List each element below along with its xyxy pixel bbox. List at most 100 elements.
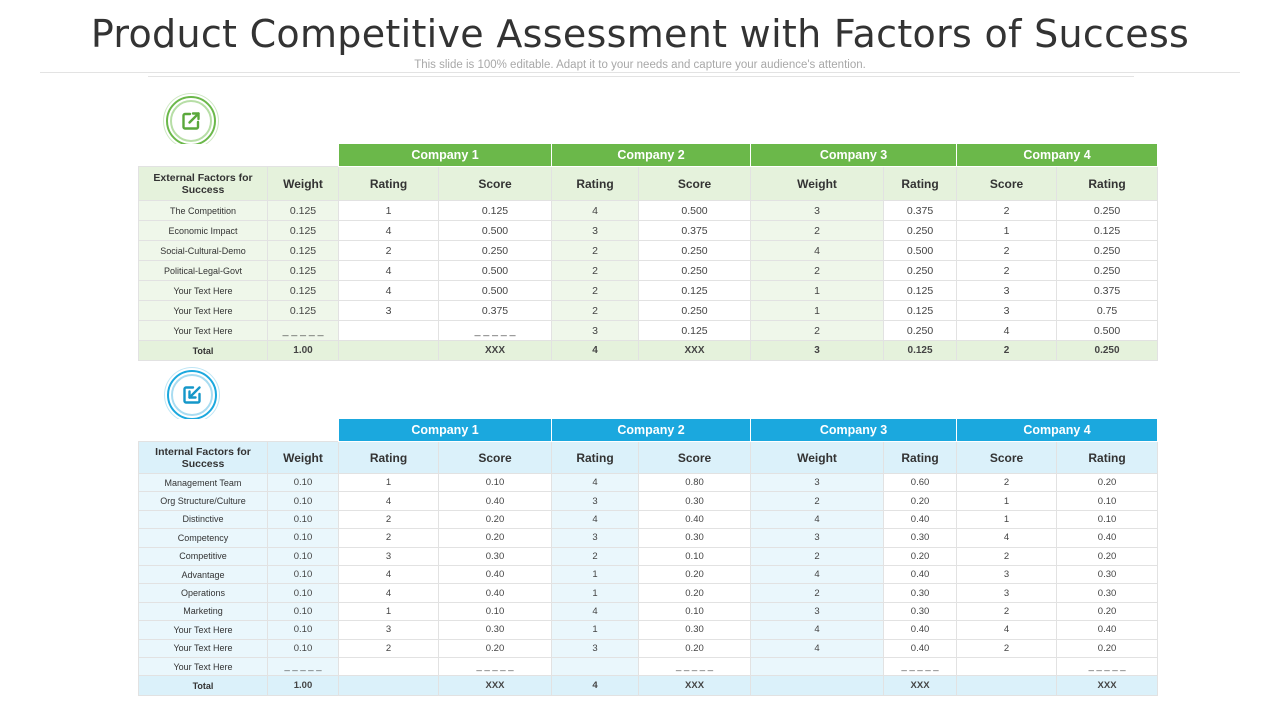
table-cell: 0.40 bbox=[883, 564, 958, 585]
row-label: Competency bbox=[138, 528, 268, 548]
table-cell: 0.20 bbox=[638, 564, 752, 585]
column-header: Rating bbox=[551, 166, 640, 201]
table-cell: 0.30 bbox=[1056, 564, 1159, 585]
table-cell: 1 bbox=[551, 564, 640, 585]
column-header: Weight bbox=[267, 441, 339, 474]
table-cell: 0.20 bbox=[1056, 601, 1159, 622]
table-cell: 4 bbox=[956, 320, 1058, 341]
table-cell: 1 bbox=[551, 620, 640, 640]
table-cell: 2 bbox=[750, 491, 885, 511]
total-cell bbox=[956, 675, 1058, 697]
table-cell: 0.30 bbox=[437, 620, 553, 640]
external-factors-badge bbox=[166, 96, 216, 146]
table-cell: 1 bbox=[956, 220, 1058, 241]
table-cell: 2 bbox=[551, 280, 640, 301]
table-cell: 2 bbox=[750, 220, 885, 241]
company-3-header: Company 3 bbox=[750, 418, 958, 442]
header-blank bbox=[138, 418, 339, 442]
table-cell: _ _ _ _ _ bbox=[638, 656, 752, 677]
company-header-row: Company 1 Company 2 Company 3 Company 4 bbox=[138, 418, 1159, 442]
column-header: Score bbox=[638, 441, 752, 474]
table-cell: 0.250 bbox=[638, 260, 752, 281]
row-label: Your Text Here bbox=[138, 300, 268, 321]
table-cell: 0.125 bbox=[267, 300, 339, 321]
table-cell: 2 bbox=[338, 240, 439, 261]
column-header: Rating bbox=[338, 441, 439, 474]
table-cell: 4 bbox=[338, 260, 439, 281]
table-cell: 0.75 bbox=[1056, 300, 1159, 321]
table-cell: 3 bbox=[551, 528, 640, 548]
table-row: Competency 0.10 2 0.20 3 0.30 3 0.30 4 0.40 bbox=[138, 528, 1159, 548]
row-label: Your Text Here bbox=[138, 620, 268, 640]
table-cell: 2 bbox=[956, 546, 1058, 566]
table-cell: 0.500 bbox=[437, 260, 553, 281]
table-cell: 0.10 bbox=[267, 583, 339, 603]
total-cell: 1.00 bbox=[267, 340, 339, 361]
subtitle-divider bbox=[148, 76, 1134, 77]
row-label: Economic Impact bbox=[138, 220, 268, 241]
total-cell bbox=[750, 675, 885, 697]
table-cell: 0.60 bbox=[883, 472, 958, 493]
table-cell: 0.80 bbox=[638, 472, 752, 493]
company-4-header: Company 4 bbox=[956, 418, 1159, 442]
table-cell: 0.30 bbox=[883, 601, 958, 622]
column-header: Score bbox=[638, 166, 752, 201]
column-header: Rating bbox=[338, 166, 439, 201]
total-cell bbox=[338, 340, 439, 361]
table-cell: 0.125 bbox=[437, 200, 553, 221]
table-cell: 0.250 bbox=[883, 220, 958, 241]
total-cell: 0.125 bbox=[883, 340, 958, 361]
table-row: Distinctive 0.10 2 0.20 4 0.40 4 0.40 1 0.10 bbox=[138, 509, 1159, 530]
table-cell: 0.500 bbox=[883, 240, 958, 261]
total-cell bbox=[338, 675, 439, 697]
table-cell: 0.250 bbox=[1056, 200, 1159, 221]
total-cell: 4 bbox=[551, 340, 640, 361]
column-header: Score bbox=[437, 441, 553, 474]
company-header-row: Company 1 Company 2 Company 3 Company 4 bbox=[138, 143, 1159, 167]
row-label: Advantage bbox=[138, 564, 268, 585]
table-cell: 0.20 bbox=[1056, 638, 1159, 658]
total-cell: XXX bbox=[437, 340, 553, 361]
table-cell: 0.10 bbox=[267, 601, 339, 622]
table-cell: 0.125 bbox=[883, 280, 958, 301]
table-cell: 4 bbox=[956, 620, 1058, 640]
table-cell: 4 bbox=[338, 280, 439, 301]
table-row: Your Text Here _ _ _ _ _ _ _ _ _ _ _ _ _ _ … bbox=[138, 656, 1159, 677]
table-cell: 1 bbox=[956, 491, 1058, 511]
row-label: Marketing bbox=[138, 601, 268, 622]
table-cell: 4 bbox=[551, 509, 640, 530]
total-cell: XXX bbox=[638, 675, 752, 697]
table-cell: 1 bbox=[551, 583, 640, 603]
table-cell: 2 bbox=[956, 200, 1058, 221]
table-row: Advantage 0.10 4 0.40 1 0.20 4 0.40 3 0.30 bbox=[138, 564, 1159, 585]
column-header-row: External Factors for Success Weight Rating… bbox=[138, 166, 1159, 201]
table-cell bbox=[956, 656, 1058, 677]
table-cell: 0.40 bbox=[883, 638, 958, 658]
table-cell: 2 bbox=[338, 638, 439, 658]
table-cell: 2 bbox=[956, 472, 1058, 493]
total-cell: XXX bbox=[1056, 675, 1159, 697]
table-cell: 0.40 bbox=[638, 509, 752, 530]
table-cell: 0.125 bbox=[267, 200, 339, 221]
total-cell: 0.250 bbox=[1056, 340, 1159, 361]
title-divider bbox=[40, 72, 1240, 73]
table-cell: 0.10 bbox=[267, 546, 339, 566]
table-cell: 0.125 bbox=[883, 300, 958, 321]
table-cell: _ _ _ _ _ bbox=[267, 656, 339, 677]
table-cell: 1 bbox=[750, 300, 885, 321]
table-cell bbox=[338, 320, 439, 341]
table-cell: 2 bbox=[338, 509, 439, 530]
row-label: Management Team bbox=[138, 472, 268, 493]
table-cell: 0.20 bbox=[437, 638, 553, 658]
table-cell: _ _ _ _ _ bbox=[267, 320, 339, 341]
table-cell: 4 bbox=[750, 509, 885, 530]
internal-factors-table: Company 1 Company 2 Company 3 Company 4 … bbox=[138, 418, 1159, 697]
table-cell: 0.500 bbox=[437, 220, 553, 241]
table-cell: 2 bbox=[750, 583, 885, 603]
total-cell: 3 bbox=[750, 340, 885, 361]
table-cell: 4 bbox=[551, 601, 640, 622]
table-cell: 0.40 bbox=[883, 620, 958, 640]
table-cell: 3 bbox=[551, 491, 640, 511]
column-header: Score bbox=[437, 166, 553, 201]
table-cell: 0.10 bbox=[437, 472, 553, 493]
